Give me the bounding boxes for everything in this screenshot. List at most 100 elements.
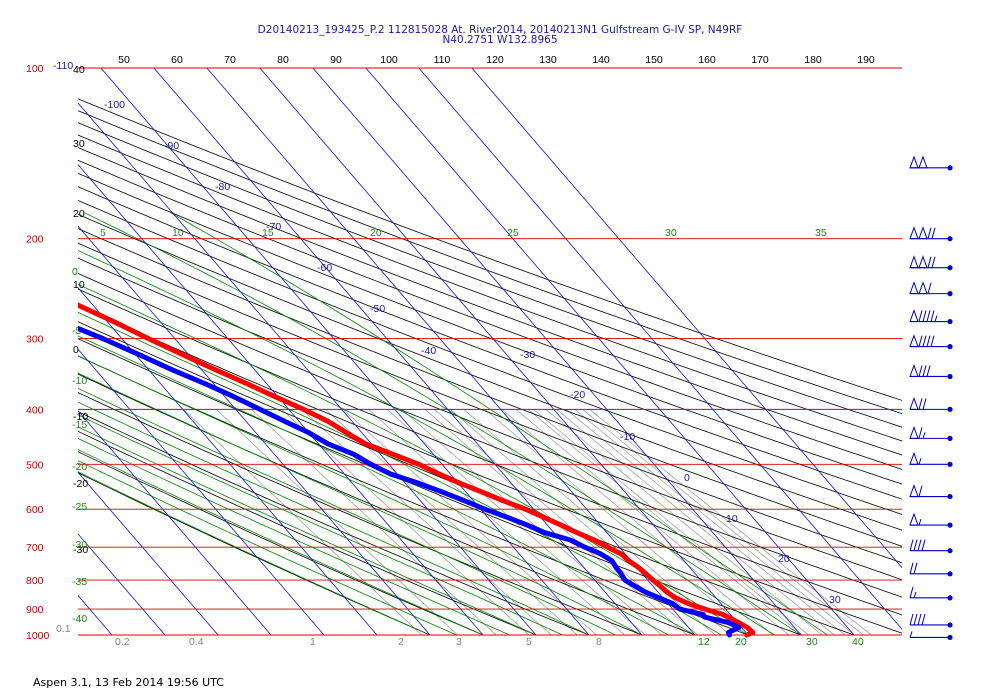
pressure-label: 900 — [26, 604, 44, 616]
moist-adiabat-line — [78, 414, 563, 636]
top-tick-label: 190 — [857, 54, 875, 66]
dry-adiabat-line — [78, 392, 643, 636]
dry-adiabat-line — [78, 411, 590, 636]
left-black-label: 20 — [73, 208, 85, 220]
mixing-ratio-label: 3 — [456, 636, 462, 648]
wind-barb-full — [922, 365, 927, 377]
moist-adiabat-label: 5 — [100, 227, 106, 239]
isotherm-label: 10 — [726, 513, 738, 525]
left-green-label: -5 — [72, 325, 81, 337]
wind-barb-full — [909, 562, 914, 574]
wind-barb-full — [926, 335, 931, 347]
isotherm-label: -40 — [421, 345, 436, 357]
dry-adiabat-line — [78, 200, 902, 515]
chart-subtitle: N40.2751 W132.8965 — [442, 34, 558, 46]
dry-adiabat-line — [78, 430, 537, 636]
wind-barb-full — [922, 398, 927, 410]
wind-barb-full — [913, 562, 918, 574]
isotherm-label: 20 — [778, 553, 790, 565]
pressure-label: 500 — [26, 459, 44, 471]
wind-barb-full — [927, 227, 932, 239]
mixing-ratio-line — [216, 409, 458, 636]
wind-barb-full — [917, 539, 922, 551]
wind-barb-pennant — [909, 309, 919, 323]
mixing-ratio-label: 12 — [698, 636, 710, 648]
chart-title: D20140213_193425_P.2 112815028 At. River… — [257, 24, 743, 36]
isotherm-line — [100, 68, 590, 636]
moist-adiabat-line — [78, 283, 749, 636]
isotherm-line — [78, 471, 219, 636]
left-green-label: -15 — [72, 419, 87, 431]
dewpoint-profile — [78, 325, 742, 638]
moist-adiabat-label: 35 — [815, 227, 827, 239]
isotherm-line — [418, 68, 902, 630]
moist-adiabat-line — [78, 437, 510, 636]
isotherm-line — [365, 68, 855, 636]
isotherm-line — [78, 348, 325, 636]
wind-barb-full — [930, 310, 935, 322]
dry-adiabat-line — [78, 373, 696, 636]
isotherm-label: -50 — [370, 303, 385, 315]
left-green-label: -10 — [72, 375, 87, 387]
isotherm-line — [259, 68, 749, 636]
wind-barb-full — [913, 613, 918, 626]
wind-barb-pennant — [918, 255, 928, 269]
wind-barb-pennant — [909, 484, 919, 498]
isotherm-label: -10 — [620, 431, 635, 443]
top-tick-label: 50 — [118, 54, 130, 66]
left-black-label: -10 — [73, 411, 88, 423]
dry-adiabat-line — [78, 134, 902, 442]
dry-adiabat-line — [78, 257, 902, 581]
top-tick-label: 60 — [171, 54, 183, 66]
isotherm-line — [153, 68, 643, 636]
moist-adiabat-line — [78, 426, 537, 636]
wind-barb-pennant — [909, 451, 919, 465]
wind-barb-half — [918, 518, 922, 526]
isotherm-line — [78, 594, 113, 636]
top-tick-label: 170 — [751, 54, 769, 66]
pressure-label: 400 — [26, 404, 44, 416]
dry-adiabat-line — [78, 451, 484, 636]
dry-adiabat-line — [78, 147, 902, 456]
wind-barb-pennant — [909, 226, 919, 240]
wind-barb-full — [931, 256, 936, 268]
isotherm-line — [471, 68, 902, 569]
dry-adiabat-line — [78, 472, 431, 636]
wind-barb-half — [934, 315, 938, 322]
isotherm-label: -110 — [53, 60, 73, 72]
wind-barb-full — [931, 227, 936, 239]
mixing-ratio-line — [401, 409, 662, 636]
wind-barb-full — [918, 335, 923, 347]
top-tick-label: 110 — [434, 54, 451, 66]
pressure-label: 100 — [26, 63, 44, 75]
mixing-ratio-label: 0.4 — [189, 636, 204, 648]
isotherm-label: -80 — [215, 181, 230, 193]
pressure-label: 800 — [26, 575, 44, 587]
top-tick-label: 70 — [224, 54, 236, 66]
mixing-ratio-label: 20 — [735, 636, 747, 648]
left-black-label: 40 — [73, 64, 85, 76]
left-black-label: 30 — [73, 138, 85, 150]
mixing-ratio-label: 0.1 — [56, 623, 71, 635]
temperature-profile — [78, 302, 756, 638]
grid-lines — [78, 68, 902, 636]
moist-adiabat-line — [78, 355, 669, 636]
dry-adiabat-line — [78, 213, 902, 531]
dry-adiabat-line — [78, 304, 902, 634]
left-green-label: -30 — [72, 539, 87, 551]
isotherm-line — [312, 68, 802, 636]
wind-barb-full — [918, 427, 923, 439]
wind-barb-pennant — [909, 334, 919, 348]
moist-adiabat-line — [170, 212, 828, 636]
moist-adiabat-label: 30 — [665, 227, 677, 239]
isotherm-line — [78, 102, 537, 636]
isotherm-label: 0 — [684, 472, 690, 484]
left-green-label: 0 — [72, 266, 78, 278]
moist-adiabat-line — [78, 471, 431, 636]
wind-barb-full — [913, 539, 918, 551]
moist-adiabat-line — [78, 372, 643, 636]
mixing-ratio-label: 5 — [526, 636, 532, 648]
wind-barb-pennant — [918, 281, 928, 295]
wind-barb-half — [909, 631, 913, 638]
dry-adiabat-line — [78, 159, 902, 470]
